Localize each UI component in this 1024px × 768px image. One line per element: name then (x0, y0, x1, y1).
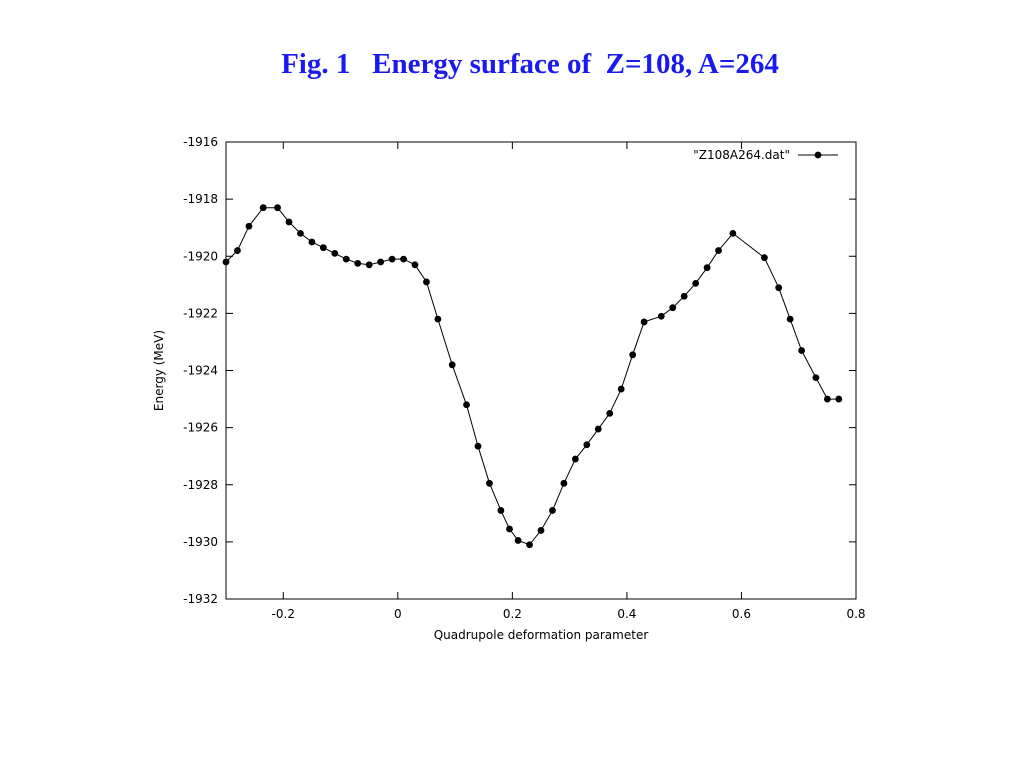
data-point (259, 204, 267, 212)
y-axis-label: Energy (MeV) (152, 330, 166, 411)
data-point (549, 507, 556, 514)
data-point (297, 230, 304, 237)
data-point (319, 244, 327, 252)
data-point (729, 230, 737, 237)
data-point (308, 238, 316, 246)
data-point (629, 351, 637, 359)
data-point (583, 441, 591, 449)
data-point (486, 479, 493, 487)
legend-label: "Z108A264.dat" (693, 148, 790, 162)
data-point (514, 537, 522, 544)
y-tick-label: -1920 (183, 249, 218, 263)
data-point (715, 247, 722, 254)
y-tick-label: -1928 (183, 478, 218, 492)
x-tick-label: 0.6 (732, 607, 751, 621)
axis-ticks: -1932 -1930 -1928 -1926 -1924 -1922 -1920 -1918… (183, 135, 865, 621)
data-point (222, 258, 230, 266)
data-point (657, 312, 665, 320)
y-tick-label: -1930 (183, 535, 218, 549)
data-point (354, 259, 362, 267)
data-point (640, 318, 648, 326)
y-tick-label: -1916 (183, 135, 218, 149)
data-point (594, 425, 602, 433)
data-point (434, 315, 442, 323)
data-point (245, 222, 253, 230)
data-point (760, 254, 768, 262)
data-point (775, 284, 783, 292)
data-point (274, 204, 281, 212)
x-tick-label: 0 (394, 607, 402, 621)
x-tick-label: 0.8 (846, 607, 865, 621)
data-point (448, 361, 456, 369)
data-point (835, 395, 843, 403)
data-point (786, 315, 794, 323)
data-point (463, 401, 470, 409)
x-axis-label: Quadrupole deformation parameter (434, 628, 649, 642)
data-point (571, 455, 579, 463)
data-point (560, 479, 568, 487)
y-tick-label: -1918 (183, 192, 218, 206)
series-line (225, 207, 839, 546)
data-point (703, 264, 711, 272)
data-point (400, 255, 407, 263)
data-point (497, 507, 505, 514)
data-point (812, 374, 820, 382)
data-point (365, 261, 373, 269)
data-point (234, 247, 241, 254)
data-point (506, 525, 513, 533)
data-point (411, 261, 419, 269)
data-point (798, 347, 805, 354)
x-tick-label: -0.2 (272, 607, 295, 621)
y-tick-label: -1926 (183, 421, 218, 435)
y-tick-label: -1922 (183, 306, 218, 320)
legend-marker (814, 151, 822, 159)
figure-title: Fig. 1 Energy surface of Z=108, A=264 (281, 48, 779, 80)
data-point (692, 279, 700, 287)
data-point (606, 409, 614, 417)
y-tick-label: -1932 (183, 592, 218, 606)
data-point (285, 218, 293, 226)
data-point (680, 292, 688, 300)
data-point (377, 258, 385, 266)
data-point (474, 442, 482, 450)
data-point (526, 541, 533, 549)
x-tick-label: 0.2 (503, 607, 522, 621)
data-point (617, 385, 625, 393)
data-point (388, 255, 396, 263)
data-series (222, 204, 843, 549)
data-point (823, 395, 831, 403)
data-point (669, 304, 677, 312)
x-tick-label: 0.4 (617, 607, 636, 621)
data-point (331, 249, 339, 257)
legend: "Z108A264.dat" (693, 148, 838, 162)
y-tick-label: -1924 (183, 364, 218, 378)
data-point (342, 255, 350, 263)
data-point (537, 527, 545, 534)
data-point (423, 278, 430, 286)
